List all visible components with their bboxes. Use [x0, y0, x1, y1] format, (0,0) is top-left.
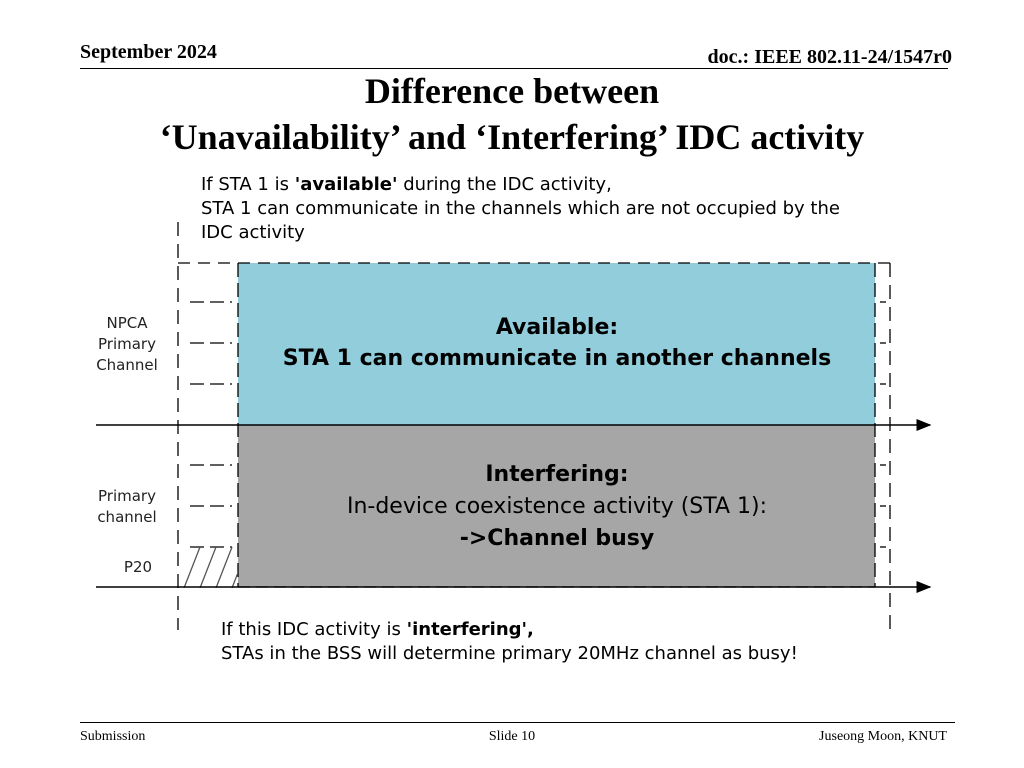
top-note-line-2: STA 1 can communicate in the channels wh…: [201, 198, 840, 219]
p20-hatch: [183, 547, 238, 588]
slide-title-line-1: Difference between: [364, 71, 660, 111]
interfering-emphasis: ->Channel busy: [460, 526, 655, 551]
bottom-note-line-1: If this IDC activity is 'interfering',: [221, 619, 534, 640]
header-doc-id: doc.: IEEE 802.11-24/1547r0: [707, 46, 952, 68]
footer-divider: [80, 722, 955, 723]
slide-title-line-2: ‘Unavailability’ and ‘Interfering’ IDC a…: [159, 117, 865, 157]
available-heading: Available:: [496, 315, 618, 340]
interfering-box: [238, 425, 875, 587]
footer-slide-number: Slide 10: [488, 729, 536, 744]
npca-label-line-2: Primary: [98, 335, 156, 353]
bottom-note-line-2: STAs in the BSS will determine primary 2…: [221, 643, 798, 664]
available-box: [238, 263, 875, 425]
p20-label: P20: [124, 558, 152, 576]
footer-author: Juseong Moon, KNUT: [819, 729, 947, 744]
interfering-heading: Interfering:: [485, 462, 628, 487]
available-body: STA 1 can communicate in another channel…: [283, 346, 831, 371]
npca-label-line-3: Channel: [96, 356, 158, 374]
primary-label-line-1: Primary: [98, 487, 156, 505]
top-note-line-3: IDC activity: [201, 222, 305, 243]
interfering-body: In-device coexistence activity (STA 1):: [347, 494, 767, 519]
channel-separators-right: [880, 301, 886, 548]
header-divider: [80, 68, 948, 69]
npca-label-line-1: NPCA: [106, 314, 148, 332]
top-note-line-1: If STA 1 is 'available' during the IDC a…: [201, 174, 612, 195]
primary-label-line-2: channel: [97, 508, 156, 526]
footer-submission: Submission: [80, 729, 146, 744]
channel-separators-left: [190, 301, 232, 548]
header-date: September 2024: [80, 41, 217, 63]
